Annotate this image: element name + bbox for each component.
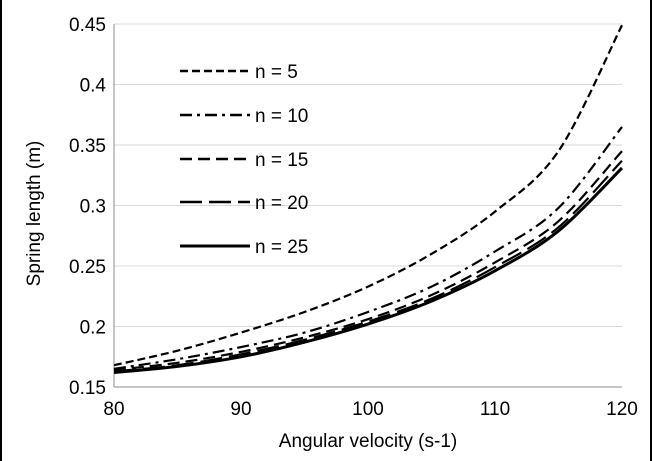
y-axis-title: Spring length (m) xyxy=(24,141,45,287)
x-tick-label: 120 xyxy=(606,399,638,420)
y-tick-label: 0.35 xyxy=(69,136,106,157)
y-tick-label: 0.45 xyxy=(69,15,106,36)
series-line-n20 xyxy=(113,159,623,373)
legend-label: n = 10 xyxy=(255,106,308,127)
grid-layer xyxy=(114,23,622,327)
y-tick-label: 0.2 xyxy=(80,318,106,339)
y-tick-label: 0.3 xyxy=(80,197,106,218)
y-tick-label: 0.25 xyxy=(69,257,106,278)
legend-label: n = 5 xyxy=(255,62,298,83)
series-line-n10 xyxy=(113,126,623,370)
legend-label: n = 25 xyxy=(255,237,308,258)
series-layer xyxy=(113,24,624,374)
axes-layer: 0.15 0.2 0.25 0.3 0.35 0.4 0.45 80 90 100 110 120 xyxy=(69,15,638,420)
x-tick-label: 80 xyxy=(103,399,124,420)
legend-label: n = 15 xyxy=(255,150,308,171)
x-tick-label: 110 xyxy=(480,399,510,420)
legend: n = 5 n = 10 n = 15 n = 20 n = 25 xyxy=(180,62,308,258)
y-tick-label: 0.4 xyxy=(80,76,107,97)
series-line-n15 xyxy=(113,150,623,372)
x-axis-title: Angular velocity (s-1) xyxy=(279,431,457,452)
x-tick-label: 90 xyxy=(230,399,251,420)
x-tick-label: 100 xyxy=(352,399,384,420)
series-line-n25 xyxy=(113,166,624,374)
y-tick-label: 0.15 xyxy=(69,378,106,399)
legend-label: n = 20 xyxy=(255,193,308,214)
series-line-n5 xyxy=(113,24,623,367)
